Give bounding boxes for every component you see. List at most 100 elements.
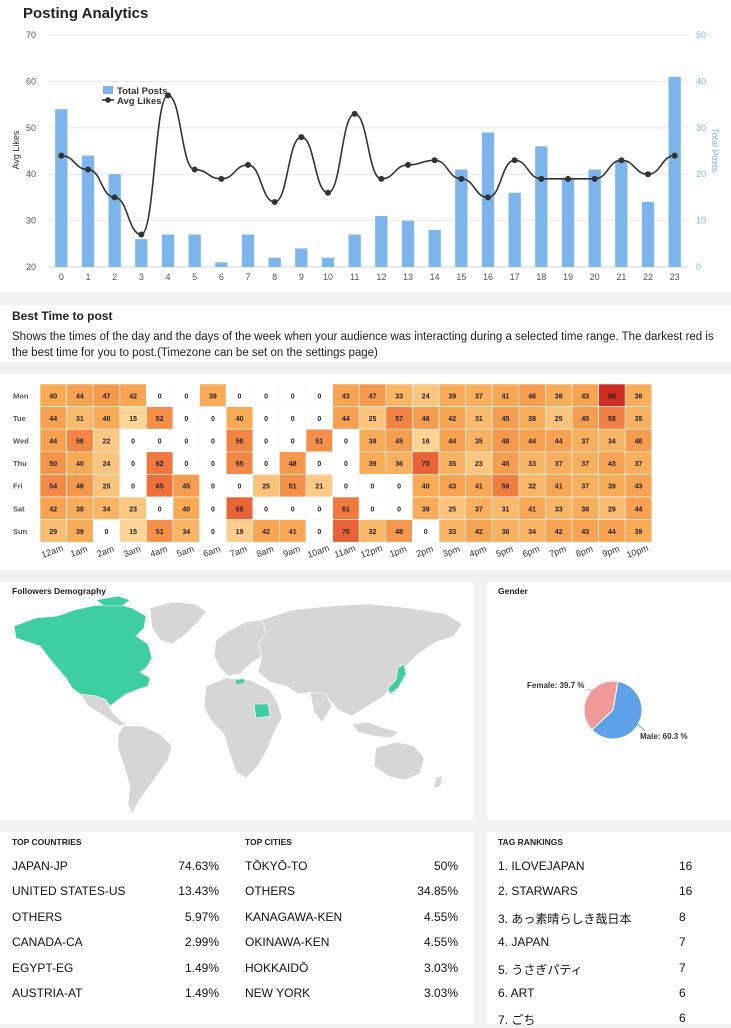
heatmap-cell-value: 0 bbox=[131, 484, 135, 491]
left-axis-label: Avg Likes bbox=[11, 130, 21, 169]
heatmap-row-label: Tue bbox=[13, 414, 26, 423]
heatmap-cell-value: 33 bbox=[448, 529, 456, 536]
bar-total-posts bbox=[55, 109, 68, 268]
heatmap-cell-value: 16 bbox=[422, 439, 430, 446]
heatmap-cell-value: 39 bbox=[422, 506, 430, 513]
heatmap-cell-value: 0 bbox=[158, 506, 162, 513]
city-name: HOKKAIDŌ bbox=[245, 960, 309, 975]
right-axis-label: Total Posts bbox=[710, 128, 720, 173]
heatmap-cell-value: 33 bbox=[528, 461, 536, 468]
heatmap-cell-value: 25 bbox=[448, 506, 456, 513]
heatmap-cell-value: 0 bbox=[184, 461, 188, 468]
heatmap-column-label: 5pm bbox=[495, 544, 515, 559]
heatmap-cell-value: 42 bbox=[49, 506, 57, 513]
x-axis-tick: 17 bbox=[510, 272, 520, 282]
right-axis-tick: 50 bbox=[696, 30, 706, 40]
gender-title: Gender bbox=[498, 586, 528, 596]
tag-name: 1. ILOVEJAPAN bbox=[498, 859, 585, 873]
heatmap-cell-value: 0 bbox=[264, 461, 268, 468]
map-asia bbox=[257, 603, 463, 717]
city-value: 50% bbox=[433, 859, 458, 873]
map-africa bbox=[203, 677, 283, 779]
avg-likes-point bbox=[218, 175, 225, 182]
bar-total-posts bbox=[135, 239, 148, 267]
heatmap-cell-value: 0 bbox=[105, 529, 109, 536]
heatmap-cell-value: 40 bbox=[236, 416, 244, 423]
heatmap-row-label: Fri bbox=[13, 482, 23, 491]
bar-total-posts bbox=[588, 169, 601, 267]
avg-likes-point bbox=[298, 134, 305, 141]
heatmap-cell-value: 37 bbox=[581, 484, 589, 491]
right-axis-tick: 0 bbox=[696, 262, 701, 272]
tag-name: 4. JAPAN bbox=[498, 935, 550, 950]
heatmap-cell-value: 45 bbox=[502, 416, 510, 423]
tag-rankings-title: TAG RANKINGS bbox=[498, 837, 564, 847]
heatmap-cell-value: 37 bbox=[581, 461, 589, 468]
heatmap-cell-value: 35 bbox=[448, 461, 456, 468]
avg-likes-point bbox=[565, 175, 571, 182]
bar-total-posts bbox=[561, 178, 575, 267]
heatmap-column-label: 3pm bbox=[441, 544, 461, 559]
heatmap-cell-value: 34 bbox=[608, 439, 616, 446]
city-name: OKINAWA-KEN bbox=[245, 935, 330, 950]
heatmap-cell-value: 0 bbox=[184, 439, 188, 446]
country-name: EGYPT-EG bbox=[12, 960, 74, 975]
avg-likes-point bbox=[165, 92, 171, 99]
heatmap-cell-value: 0 bbox=[317, 529, 321, 536]
heatmap-column-label: 9pm bbox=[601, 544, 621, 559]
avg-likes-point bbox=[431, 157, 438, 164]
pie-slice-female[interactable] bbox=[583, 680, 619, 731]
heatmap-cell-value: 39 bbox=[635, 529, 643, 536]
world-map bbox=[13, 595, 463, 815]
right-axis-tick: 40 bbox=[696, 76, 706, 86]
country-value: 2.99% bbox=[184, 935, 219, 950]
legend-total-posts-label[interactable]: Total Posts bbox=[117, 86, 168, 97]
heatmap-cell[interactable] bbox=[624, 519, 653, 543]
heatmap-cell-value: 42 bbox=[475, 529, 483, 536]
bar-total-posts bbox=[615, 160, 628, 267]
male-label: Male: 60.3 % bbox=[640, 732, 688, 741]
pie-slice-male[interactable] bbox=[591, 680, 643, 740]
legend-avg-likes-marker[interactable] bbox=[105, 97, 111, 103]
bar-total-posts bbox=[508, 192, 521, 267]
heatmap-cell-value: 45 bbox=[502, 461, 510, 468]
heatmap-cell-value: 39 bbox=[608, 484, 616, 491]
heatmap-cell-value: 44 bbox=[49, 416, 57, 423]
avg-likes-point bbox=[378, 175, 385, 182]
heatmap-column-label: 1am bbox=[69, 544, 89, 559]
heatmap-cell-value: 40 bbox=[182, 506, 190, 513]
heatmap-cell-value: 29 bbox=[608, 506, 616, 513]
best-time-title: Best Time to post bbox=[12, 309, 113, 323]
bar-total-posts bbox=[81, 155, 95, 267]
heatmap-cell-value: 56 bbox=[76, 439, 84, 446]
city-value: 4.55% bbox=[423, 909, 458, 924]
heatmap-cell-value: 31 bbox=[502, 506, 510, 513]
bar-total-posts bbox=[401, 220, 415, 267]
heatmap-cell-value: 0 bbox=[317, 506, 321, 513]
heatmap-column-label: 3am bbox=[122, 544, 142, 559]
heatmap-cell-value: 40 bbox=[103, 416, 111, 423]
heatmap-cell-value: 40 bbox=[422, 484, 430, 491]
best-time-heatmap-panel: Mon 40 44 47 42 0 0 39 0 0 0 0 43 47 33 24 39 37 41 46 38 43 9… bbox=[0, 374, 731, 570]
country-name: OTHERS bbox=[12, 909, 63, 924]
heatmap-cell-value: 0 bbox=[264, 506, 268, 513]
avg-likes-point bbox=[538, 175, 545, 182]
country-name: JAPAN-JP bbox=[12, 859, 68, 873]
heatmap-cell-value: 0 bbox=[264, 439, 268, 446]
heatmap-cell-value: 0 bbox=[317, 461, 321, 468]
heatmap-cell-value: 44 bbox=[635, 506, 643, 513]
legend-total-posts-swatch[interactable] bbox=[103, 86, 113, 94]
heatmap-cell-value: 44 bbox=[76, 393, 84, 400]
heatmap-cell-value: 35 bbox=[475, 439, 483, 446]
tag-name: 5. うさぎパティ bbox=[498, 962, 583, 977]
legend-avg-likes-label[interactable]: Avg Likes bbox=[117, 96, 162, 107]
avg-likes-point bbox=[85, 166, 91, 173]
city-name: TŌKYŌ-TO bbox=[245, 859, 308, 873]
heatmap-cell-value: 54 bbox=[49, 484, 57, 491]
heatmap-cell-value: 57 bbox=[395, 416, 403, 423]
heatmap-cell-value: 29 bbox=[49, 529, 57, 536]
x-axis-tick: 0 bbox=[59, 272, 64, 282]
heatmap-cell-value: 19 bbox=[236, 529, 244, 536]
bar-total-posts bbox=[668, 76, 681, 267]
heatmap-cell-value: 0 bbox=[344, 439, 348, 446]
